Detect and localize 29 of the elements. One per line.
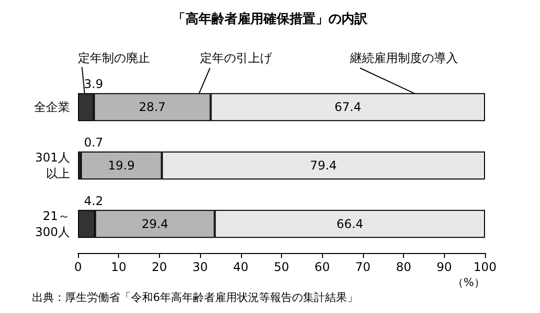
text: 継続雇用制度の導入 <box>349 51 458 65</box>
data-label: 3.9 <box>84 77 104 92</box>
text: 定年制の廃止 <box>78 51 150 65</box>
y-tick-label: 301人以上 <box>35 150 70 180</box>
x-tick-label: 100 <box>474 260 496 274</box>
data-label: 67.4 <box>334 100 362 114</box>
data-label: 4.2 <box>84 194 104 208</box>
x-tick-label: 90 <box>436 260 452 274</box>
data-label: 28.7 <box>138 100 166 114</box>
x-tick-label: 70 <box>355 260 371 274</box>
x-tick-label: 40 <box>233 260 248 274</box>
x-tick-label: 30 <box>192 260 208 274</box>
data-label: 29.4 <box>142 216 168 231</box>
x-tick-label: 60 <box>314 260 330 274</box>
data-label: 0.7 <box>84 136 104 150</box>
data-label: 66.4 <box>336 216 364 231</box>
data-label: 79.4 <box>310 158 337 172</box>
x-tick-label: 50 <box>274 260 290 274</box>
x-tick-label: 10 <box>111 260 126 274</box>
x-tick-label: 80 <box>396 260 412 274</box>
x-tick-label: 0 <box>74 260 82 274</box>
x-tick-label: 20 <box>152 260 168 274</box>
y-tick-label: 全企業 <box>34 100 70 114</box>
source-note: 出典：厚生労働省「令和6年高年齢者雇用状況等報告の集計結果」 <box>32 291 358 304</box>
text: 定年の引上げ <box>200 51 273 65</box>
x-axis-title: （%） <box>452 276 485 289</box>
data-label: 19.9 <box>108 158 135 172</box>
chart-title: 「高年齢者雇用確保措置」の内訳 <box>172 11 368 27</box>
y-tick-label: 21～300人 <box>35 208 70 239</box>
